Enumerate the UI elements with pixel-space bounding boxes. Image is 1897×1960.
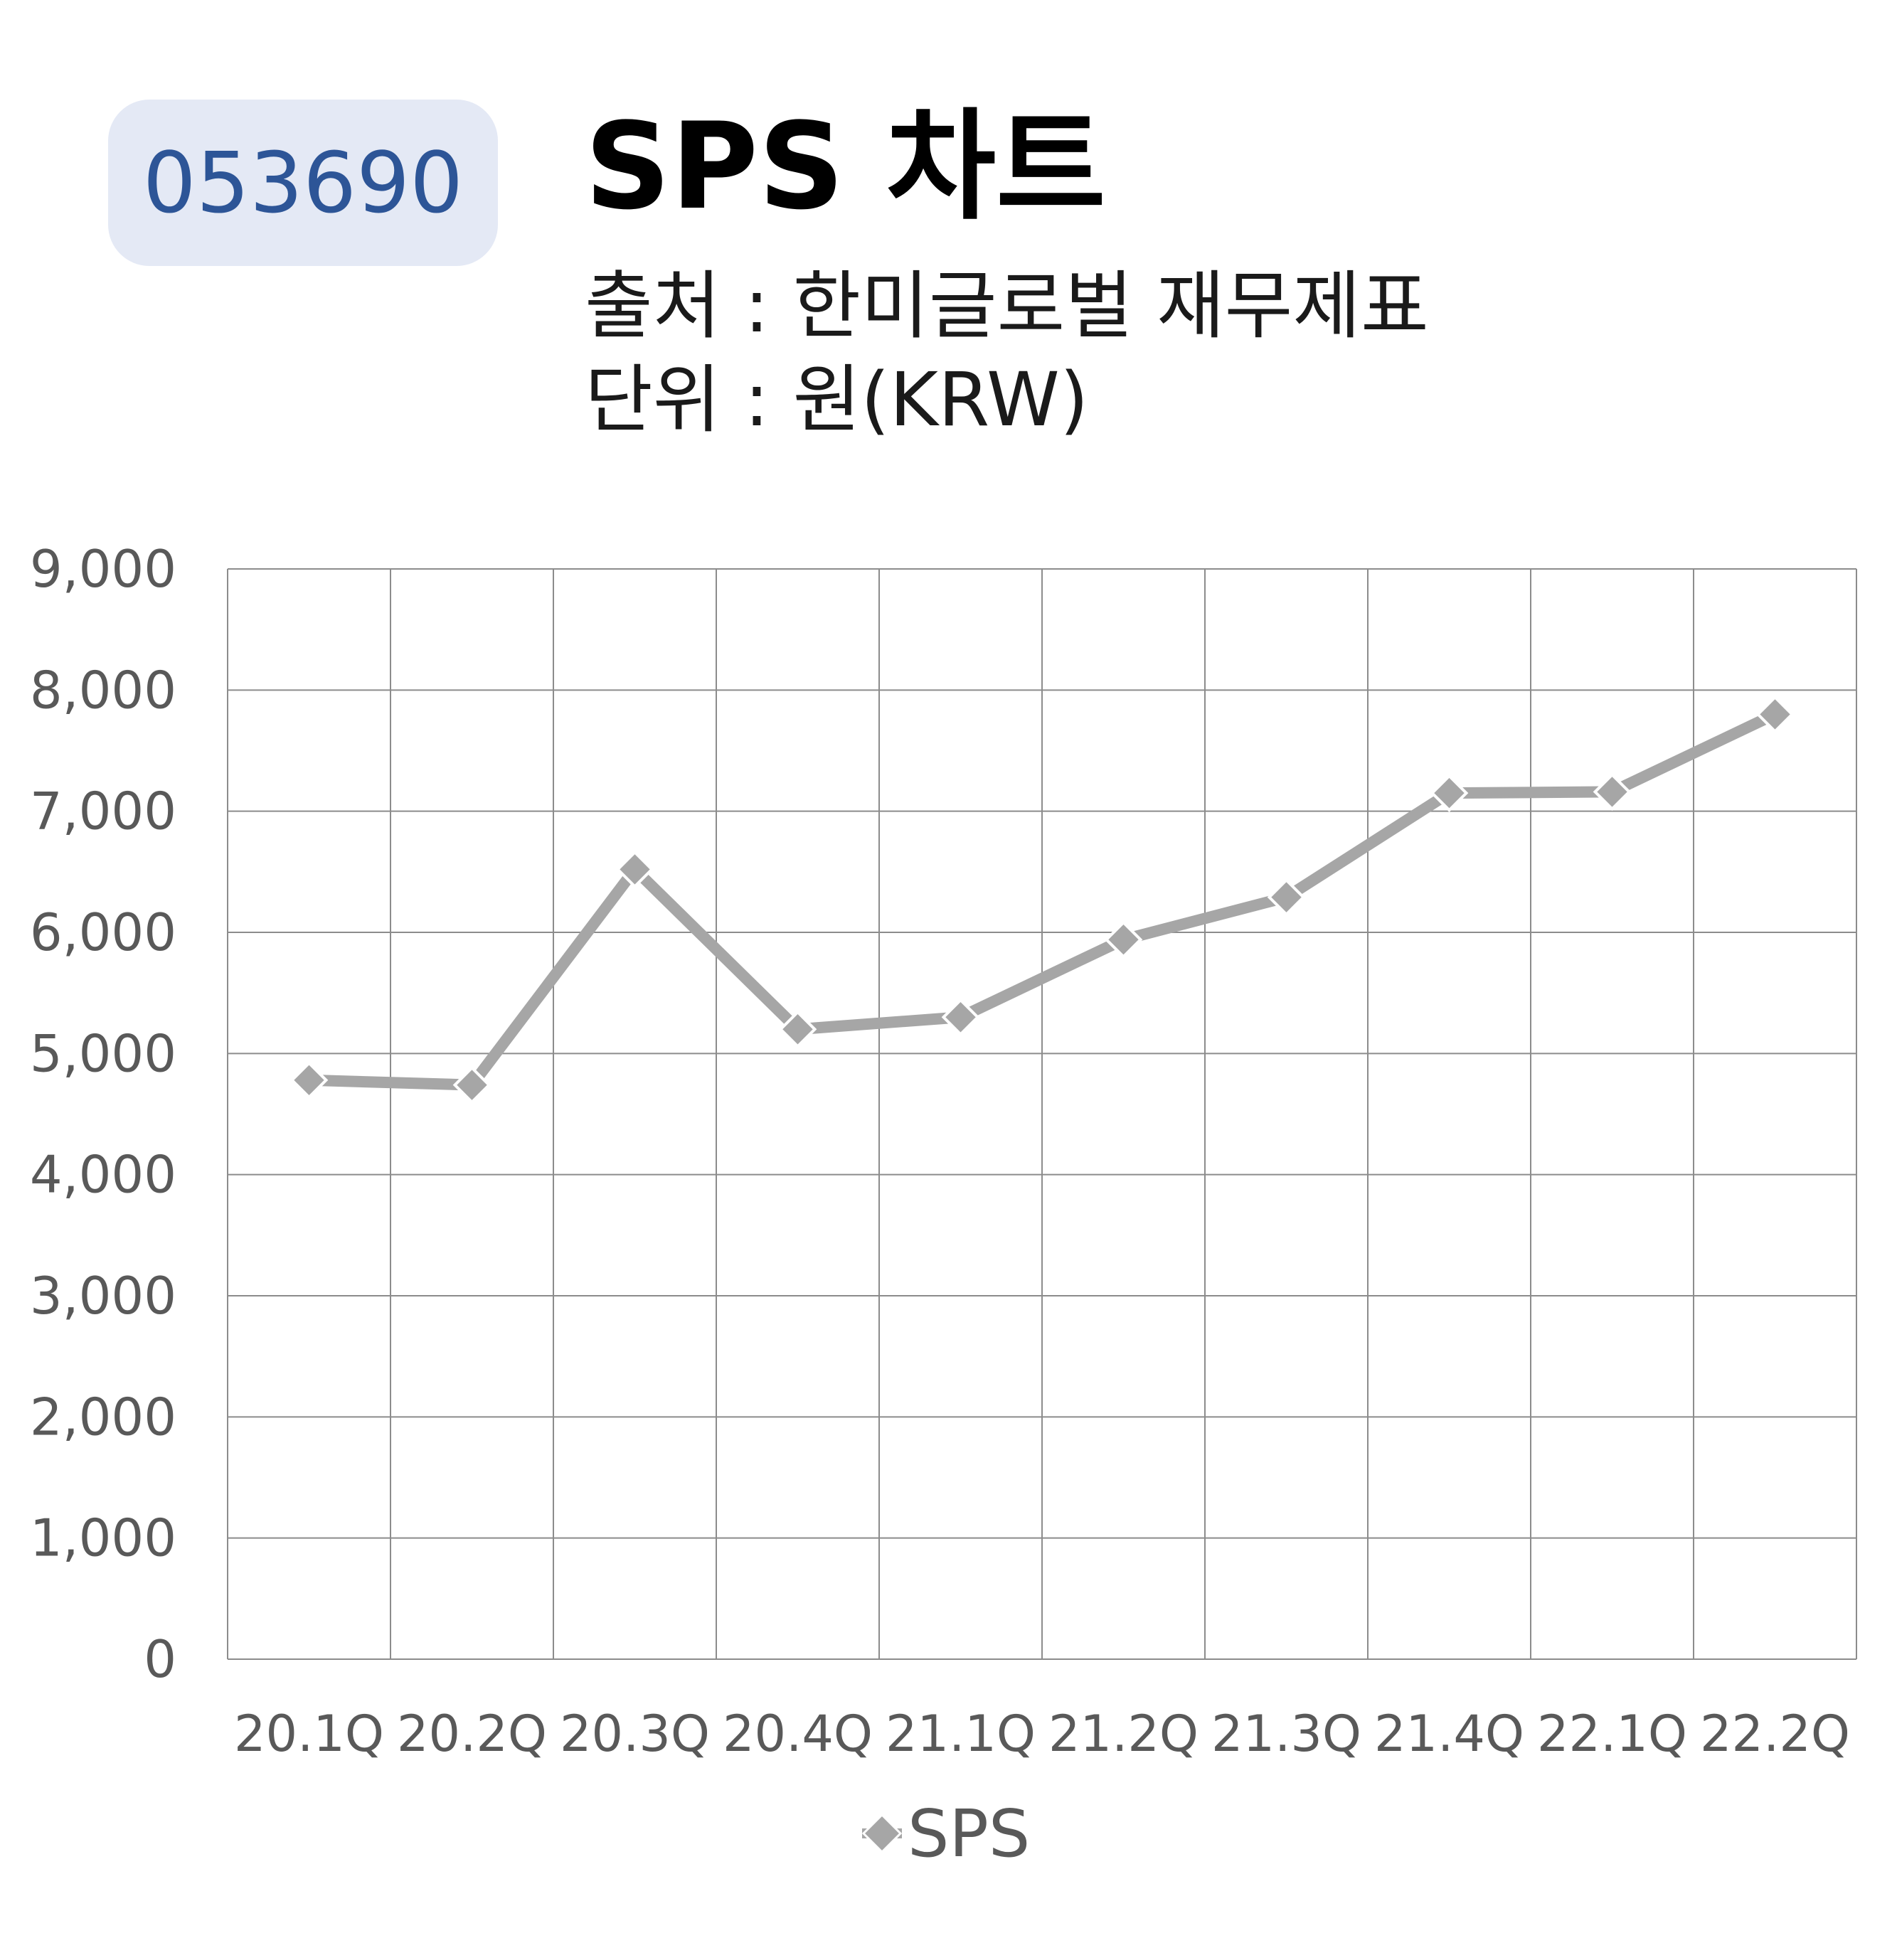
data-point [941, 998, 980, 1037]
x-tick-label: 21.2Q [1048, 1705, 1199, 1763]
x-tick-label: 20.3Q [560, 1705, 710, 1763]
y-tick-label: 7,000 [30, 782, 176, 841]
stock-code: 053690 [142, 134, 464, 232]
y-axis-ticks: 0 1,000 2,000 3,000 4,000 5,000 6,000 7,000 8,00… [30, 539, 176, 1689]
x-tick-label: 20.4Q [723, 1705, 873, 1763]
legend: SPS [861, 1796, 1030, 1872]
data-point [1267, 878, 1306, 917]
data-point [615, 850, 654, 889]
stock-code-badge: 053690 [108, 100, 498, 266]
y-tick-label: 4,000 [30, 1145, 176, 1205]
x-tick-label: 22.2Q [1700, 1705, 1850, 1763]
y-tick-label: 9,000 [30, 539, 176, 599]
data-point [1755, 695, 1795, 734]
series-line [303, 708, 1781, 1091]
source-note: 출처 : 한미글로벌 재무제표 [585, 262, 1429, 349]
y-tick-label: 5,000 [30, 1023, 176, 1083]
chart-title: SPS 차트 [585, 97, 1106, 236]
data-point [1430, 774, 1469, 812]
y-tick-label: 2,000 [30, 1387, 176, 1447]
data-point [289, 1060, 329, 1099]
x-tick-label: 20.2Q [397, 1705, 547, 1763]
legend-label: SPS [908, 1796, 1030, 1872]
y-tick-label: 8,000 [30, 660, 176, 720]
x-axis-ticks: 20.1Q 20.2Q 20.3Q 20.4Q 21.1Q 21.2Q 21.3Q 21.4Q… [234, 1705, 1850, 1763]
x-tick-label: 20.1Q [234, 1705, 384, 1763]
y-tick-label: 1,000 [30, 1508, 176, 1568]
y-tick-label: 0 [144, 1629, 176, 1689]
grid-lines [227, 568, 1857, 1660]
x-tick-label: 21.1Q [886, 1705, 1036, 1763]
x-tick-label: 22.1Q [1537, 1705, 1687, 1763]
unit-note: 단위 : 원(KRW) [585, 356, 1089, 443]
y-tick-label: 3,000 [30, 1266, 176, 1326]
series-sps [289, 695, 1795, 1104]
data-point [452, 1065, 491, 1104]
x-tick-label: 21.4Q [1374, 1705, 1524, 1763]
x-tick-label: 21.3Q [1211, 1705, 1361, 1763]
data-point [778, 1010, 817, 1049]
y-tick-label: 6,000 [30, 902, 176, 962]
data-point [1593, 772, 1632, 811]
legend-marker [861, 1813, 903, 1854]
data-point [1104, 920, 1143, 959]
